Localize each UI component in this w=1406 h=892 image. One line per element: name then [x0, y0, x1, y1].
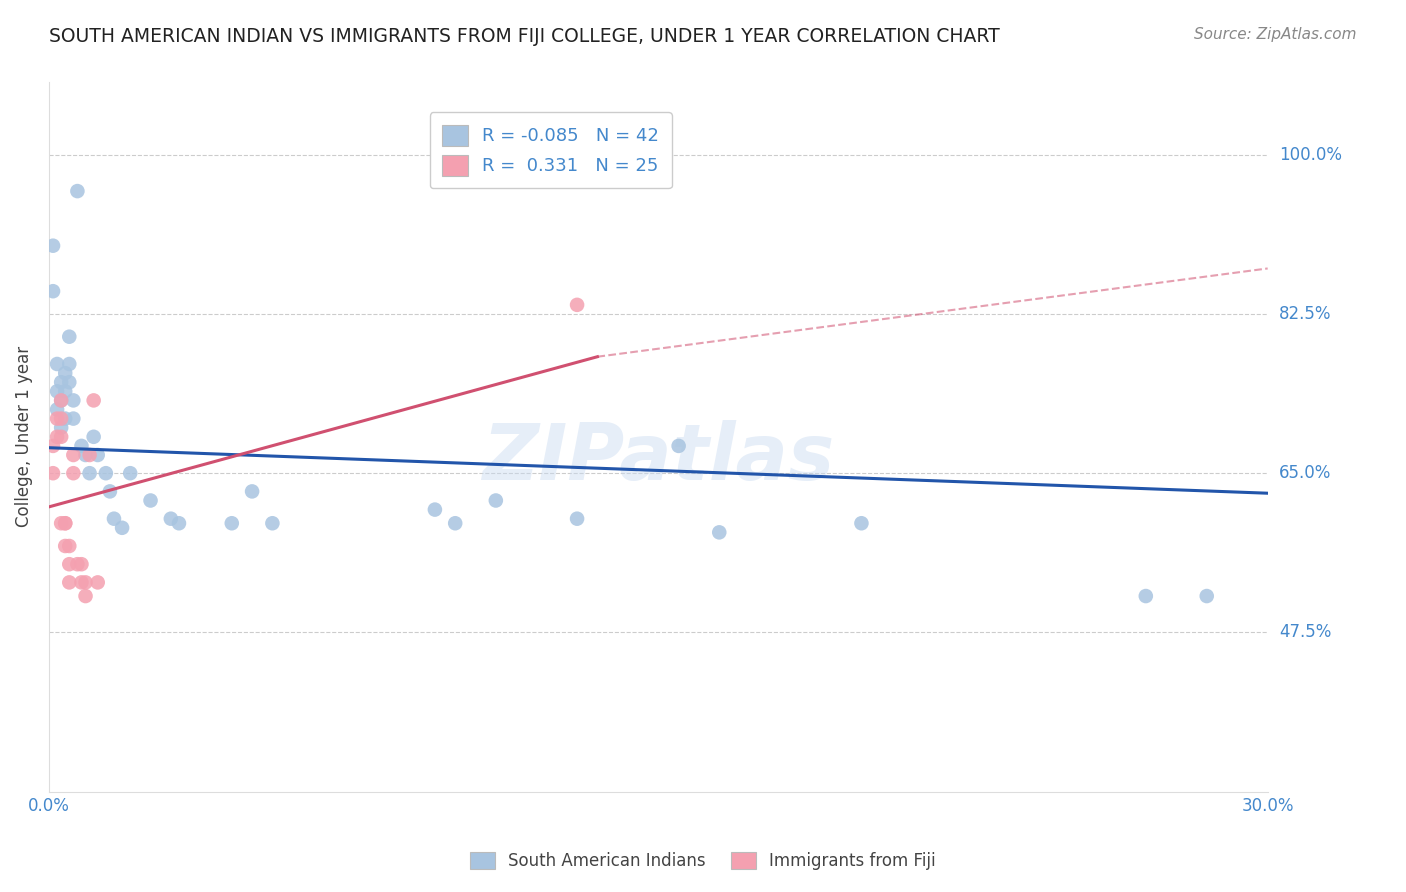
Point	[53, 384, 76, 399]
Point	[62, 466, 84, 480]
Point	[49, 375, 72, 389]
Point	[70, 558, 93, 572]
Point	[49, 393, 72, 408]
Point	[444, 516, 467, 531]
Point	[103, 512, 125, 526]
Point	[1135, 589, 1157, 603]
Point	[83, 430, 105, 444]
Point	[79, 466, 101, 480]
Point	[160, 512, 183, 526]
Point	[62, 448, 84, 462]
Point	[42, 439, 65, 453]
Point	[53, 366, 76, 380]
Point	[851, 516, 873, 531]
Point	[709, 525, 731, 540]
Point	[49, 430, 72, 444]
Point	[75, 448, 97, 462]
Point	[58, 539, 80, 553]
Point	[49, 516, 72, 531]
Point	[49, 393, 72, 408]
Point	[75, 589, 97, 603]
Point	[66, 558, 89, 572]
Text: 65.0%: 65.0%	[1279, 464, 1331, 483]
Point	[46, 430, 69, 444]
Point	[1195, 589, 1218, 603]
Point	[58, 375, 80, 389]
Text: 82.5%: 82.5%	[1279, 305, 1331, 323]
Point	[46, 411, 69, 425]
Point	[75, 575, 97, 590]
Point	[79, 448, 101, 462]
Point	[53, 539, 76, 553]
Point	[167, 516, 190, 531]
Point	[565, 512, 588, 526]
Point	[62, 411, 84, 425]
Point	[58, 329, 80, 343]
Legend: R = -0.085   N = 42, R =  0.331   N = 25: R = -0.085 N = 42, R = 0.331 N = 25	[430, 112, 672, 188]
Point	[42, 466, 65, 480]
Text: 100.0%: 100.0%	[1279, 145, 1341, 164]
Point	[94, 466, 117, 480]
Point	[240, 484, 263, 499]
Point	[58, 558, 80, 572]
Point	[668, 439, 690, 453]
Text: Source: ZipAtlas.com: Source: ZipAtlas.com	[1194, 27, 1357, 42]
Point	[62, 393, 84, 408]
Text: 47.5%: 47.5%	[1279, 624, 1331, 641]
Point	[58, 357, 80, 371]
Point	[70, 575, 93, 590]
Point	[87, 575, 110, 590]
Legend: South American Indians, Immigrants from Fiji: South American Indians, Immigrants from …	[464, 845, 942, 877]
Point	[87, 448, 110, 462]
Point	[46, 384, 69, 399]
Point	[98, 484, 121, 499]
Point	[53, 516, 76, 531]
Point	[49, 411, 72, 425]
Point	[58, 575, 80, 590]
Point	[565, 298, 588, 312]
Y-axis label: College, Under 1 year: College, Under 1 year	[15, 346, 32, 527]
Point	[485, 493, 508, 508]
Point	[53, 411, 76, 425]
Text: SOUTH AMERICAN INDIAN VS IMMIGRANTS FROM FIJI COLLEGE, UNDER 1 YEAR CORRELATION : SOUTH AMERICAN INDIAN VS IMMIGRANTS FROM…	[49, 27, 1000, 45]
Point	[221, 516, 243, 531]
Point	[53, 516, 76, 531]
Text: ZIPatlas: ZIPatlas	[482, 420, 834, 496]
Point	[423, 502, 446, 516]
Point	[46, 357, 69, 371]
Point	[66, 184, 89, 198]
Point	[120, 466, 142, 480]
Point	[262, 516, 284, 531]
Point	[42, 284, 65, 298]
Point	[70, 439, 93, 453]
Point	[111, 521, 134, 535]
Point	[49, 420, 72, 434]
Point	[42, 238, 65, 252]
Point	[139, 493, 162, 508]
Point	[83, 393, 105, 408]
Point	[46, 402, 69, 417]
